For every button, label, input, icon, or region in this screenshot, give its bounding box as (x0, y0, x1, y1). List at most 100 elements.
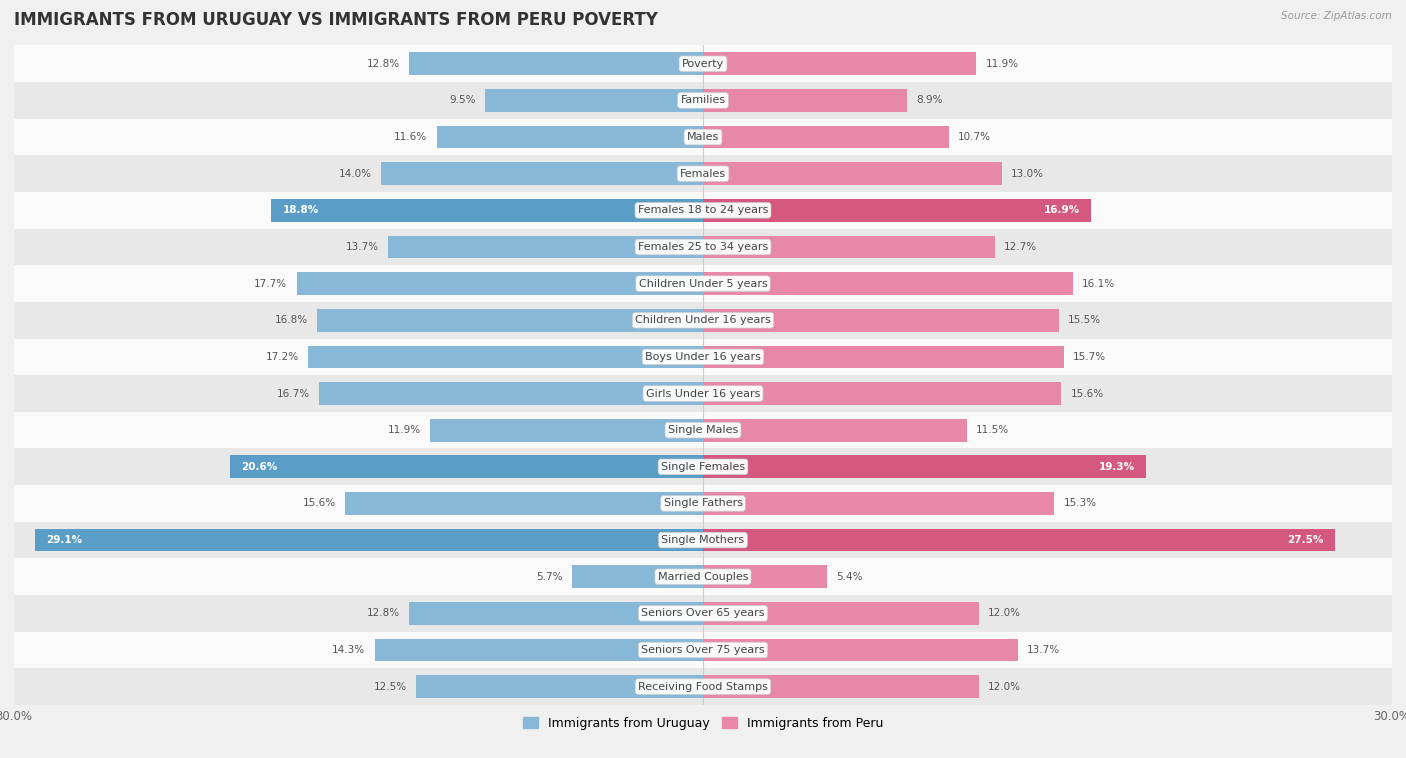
Text: Single Males: Single Males (668, 425, 738, 435)
Text: 11.9%: 11.9% (388, 425, 420, 435)
Text: 15.7%: 15.7% (1073, 352, 1107, 362)
Text: 14.0%: 14.0% (339, 169, 373, 179)
Bar (703, 456, 1146, 478)
Text: Poverty: Poverty (682, 59, 724, 69)
Text: 13.0%: 13.0% (1011, 169, 1043, 179)
Text: Children Under 5 years: Children Under 5 years (638, 279, 768, 289)
Bar (14, 412, 1392, 449)
Text: 16.7%: 16.7% (277, 389, 311, 399)
Bar (703, 565, 827, 588)
Bar (703, 52, 976, 75)
Text: 12.8%: 12.8% (367, 609, 399, 619)
Bar (703, 309, 1059, 331)
Text: 5.4%: 5.4% (837, 572, 863, 581)
Text: 12.7%: 12.7% (1004, 242, 1038, 252)
Text: Source: ZipAtlas.com: Source: ZipAtlas.com (1281, 11, 1392, 21)
Bar (271, 199, 703, 221)
Bar (703, 89, 907, 111)
Text: Seniors Over 65 years: Seniors Over 65 years (641, 609, 765, 619)
Text: 15.3%: 15.3% (1063, 499, 1097, 509)
Bar (319, 382, 703, 405)
Bar (703, 675, 979, 698)
Bar (388, 236, 703, 258)
Bar (703, 126, 949, 149)
Bar (14, 339, 1392, 375)
Text: Single Mothers: Single Mothers (661, 535, 745, 545)
Text: Seniors Over 75 years: Seniors Over 75 years (641, 645, 765, 655)
Bar (14, 119, 1392, 155)
Bar (14, 485, 1392, 522)
Bar (14, 595, 1392, 631)
Bar (14, 375, 1392, 412)
Bar (14, 522, 1392, 559)
Text: 15.6%: 15.6% (302, 499, 336, 509)
Text: 19.3%: 19.3% (1098, 462, 1135, 471)
Text: 12.0%: 12.0% (988, 681, 1021, 691)
Text: 12.8%: 12.8% (367, 59, 399, 69)
Bar (703, 272, 1073, 295)
Bar (14, 302, 1392, 339)
Text: Children Under 16 years: Children Under 16 years (636, 315, 770, 325)
Bar (297, 272, 703, 295)
Bar (703, 162, 1001, 185)
Bar (703, 639, 1018, 661)
Text: Females: Females (681, 169, 725, 179)
Bar (14, 449, 1392, 485)
Text: 20.6%: 20.6% (242, 462, 277, 471)
Text: 11.9%: 11.9% (986, 59, 1018, 69)
Bar (703, 492, 1054, 515)
Text: Families: Families (681, 96, 725, 105)
Bar (703, 602, 979, 625)
Bar (572, 565, 703, 588)
Text: 12.0%: 12.0% (988, 609, 1021, 619)
Text: 8.9%: 8.9% (917, 96, 943, 105)
Text: 29.1%: 29.1% (46, 535, 83, 545)
Text: 11.6%: 11.6% (394, 132, 427, 142)
Bar (374, 639, 703, 661)
Bar (318, 309, 703, 331)
Text: 15.6%: 15.6% (1070, 389, 1104, 399)
Text: 13.7%: 13.7% (1026, 645, 1060, 655)
Bar (409, 602, 703, 625)
Text: Boys Under 16 years: Boys Under 16 years (645, 352, 761, 362)
Bar (344, 492, 703, 515)
Bar (14, 559, 1392, 595)
Text: 17.7%: 17.7% (254, 279, 287, 289)
Text: 10.7%: 10.7% (957, 132, 991, 142)
Text: 17.2%: 17.2% (266, 352, 299, 362)
Bar (703, 236, 994, 258)
Text: IMMIGRANTS FROM URUGUAY VS IMMIGRANTS FROM PERU POVERTY: IMMIGRANTS FROM URUGUAY VS IMMIGRANTS FR… (14, 11, 658, 30)
Bar (703, 346, 1063, 368)
Text: 18.8%: 18.8% (283, 205, 319, 215)
Text: Males: Males (688, 132, 718, 142)
Bar (703, 382, 1062, 405)
Text: 12.5%: 12.5% (374, 681, 406, 691)
Text: 16.8%: 16.8% (276, 315, 308, 325)
Bar (231, 456, 703, 478)
Text: 16.9%: 16.9% (1043, 205, 1080, 215)
Bar (14, 192, 1392, 229)
Bar (416, 675, 703, 698)
Text: 9.5%: 9.5% (449, 96, 475, 105)
Bar (703, 419, 967, 441)
Text: Females 18 to 24 years: Females 18 to 24 years (638, 205, 768, 215)
Bar (409, 52, 703, 75)
Text: 5.7%: 5.7% (537, 572, 562, 581)
Bar (437, 126, 703, 149)
Text: Receiving Food Stamps: Receiving Food Stamps (638, 681, 768, 691)
Text: 11.5%: 11.5% (976, 425, 1010, 435)
Text: Girls Under 16 years: Girls Under 16 years (645, 389, 761, 399)
Bar (14, 669, 1392, 705)
Text: Married Couples: Married Couples (658, 572, 748, 581)
Text: 14.3%: 14.3% (332, 645, 366, 655)
Text: Females 25 to 34 years: Females 25 to 34 years (638, 242, 768, 252)
Text: 15.5%: 15.5% (1069, 315, 1101, 325)
Bar (430, 419, 703, 441)
Bar (14, 82, 1392, 119)
Bar (14, 631, 1392, 669)
Bar (381, 162, 703, 185)
Bar (14, 229, 1392, 265)
Bar (35, 529, 703, 551)
Text: 27.5%: 27.5% (1286, 535, 1323, 545)
Bar (485, 89, 703, 111)
